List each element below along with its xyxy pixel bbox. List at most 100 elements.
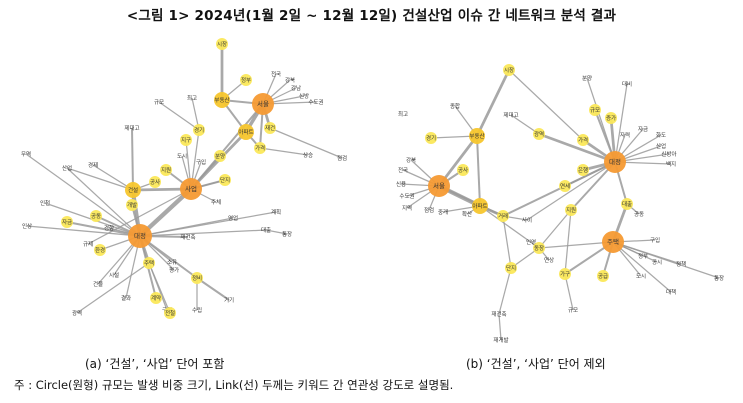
graph-a-node-circle [191, 272, 203, 284]
graph-a-node-label: 공동 [91, 213, 101, 220]
graph-a-node-sinbang: 신방 [299, 92, 309, 100]
graph-a-node-label: 공사 [150, 178, 160, 186]
graph-a-node-gagyeok: 가격 [254, 142, 266, 154]
caption-graph-b: (b) ‘건설’, ‘사업’ 단어 제외 [466, 357, 606, 371]
graph-b-node-label: 지원 [566, 206, 576, 214]
graph-b-node-label: 통장 [714, 275, 724, 282]
graph-b-node-tongjang: 통장 [714, 275, 724, 282]
graph-b-node-jeungga: 증가 [605, 112, 617, 124]
graph-a-node-label: 건물 [93, 281, 103, 288]
graph-a-node-label: 시설 [109, 271, 119, 279]
graph-a-node-label: 점검 [337, 155, 347, 162]
graph-b-node-sinyong: 신용 [396, 180, 406, 188]
graph-a-node-jedaego: 제대고 [124, 124, 139, 132]
graph-b-node-label: 경기 [426, 134, 436, 142]
graph-b-node-sanup: 산업 [656, 142, 666, 150]
graph-b-node-hwaksan: 확산 [462, 210, 472, 218]
graph-b-edge-18 [538, 132, 616, 164]
graph-b-node-jedaego: 제대고 [503, 111, 518, 119]
graph-a-node-byeonghwa: 상승 [303, 151, 313, 159]
figure-note: 주 : Circle(원형) 규모는 발생 비중 크기, Link(선) 두께는… [14, 378, 454, 392]
graph-b-node-label: 대출 [622, 200, 632, 208]
graph-b-edge-47 [538, 241, 614, 249]
graph-b-node-jeongbu: 정부 [638, 253, 648, 260]
graph-a-node-gubuk: 구입 [196, 158, 206, 166]
graph-a-node-jeomgeom: 점검 [337, 155, 347, 162]
graph-a-node-sudogwon: 수도권 [308, 98, 323, 106]
graph-b-node-jiwon: 지원 [565, 204, 577, 216]
graph-a-node-label: 자금 [62, 218, 72, 226]
graph-a-node-siseol: 시설 [109, 271, 119, 279]
graph-b-node-circle [589, 104, 601, 116]
graph-a-node-label: 계획 [271, 208, 281, 216]
graph-a-node-label: 지원 [161, 166, 171, 174]
graph-a-node-label: 분양 [215, 152, 225, 160]
graph-b-node-circle [597, 270, 609, 282]
graph-a-node-circle [125, 182, 141, 198]
graph-a-node-doshi: 도시 [177, 153, 187, 160]
graph-b-node-label: 증가 [606, 114, 616, 122]
graph-b-node-label: 백지 [666, 160, 676, 168]
graph-a-node-hwanyeong: 환경 [94, 244, 106, 256]
graph-a-edge-61 [158, 101, 200, 131]
graph-b-node-label: 신방아 [661, 150, 676, 158]
graph-b-edge-36 [526, 161, 616, 221]
graph-b-node-gwanguk: 광역 [533, 128, 545, 140]
graph-a-node-gyeongje: 경제 [88, 161, 98, 169]
graph-a-node-jeongbi: 정비 [191, 272, 203, 284]
graph-b-node-label: 최고 [398, 110, 408, 118]
figure-title: <그림 1> 2024년(1월 2일 ~ 12월 12일) 건설산업 이슈 간 … [126, 8, 617, 24]
graph-b-node-label: 공시 [652, 259, 662, 266]
caption-graph-a: (a) ‘건설’, ‘사업’ 단어 포함 [85, 357, 225, 371]
graph-b-node-gagyeok: 가격 [577, 134, 589, 146]
graph-b-node-junggae: 중개 [438, 208, 448, 216]
graph-b-node-jaegeonchuk: 재건축 [491, 310, 506, 318]
graph-a-node-label: 산업 [62, 164, 72, 172]
graph-a-node-tongjang: 통장 [282, 231, 292, 238]
graph-a-node-label: 사업 [185, 184, 197, 193]
graph-b-node-label: 연상 [544, 256, 554, 264]
graph-b-node-circle [497, 210, 509, 222]
graph-b-node-circle [577, 134, 589, 146]
graph-b-edge-59 [479, 205, 540, 249]
graph-b-node-circle [533, 242, 545, 254]
graph-b-node-jeomgeom: 점검 [424, 207, 434, 214]
graph-b-node-circle [457, 164, 469, 176]
graph-a-node-gyeolgwa: 결과 [121, 294, 131, 302]
graph-a-node-soyun: 소유 [167, 259, 177, 266]
graph-a-edge-53 [196, 277, 230, 301]
graph-a-node-label: 통장 [282, 231, 292, 238]
graph-a-node-circle [90, 210, 102, 222]
graph-a-edge-43 [66, 167, 141, 237]
graph-b-node-label: 제대고 [503, 111, 518, 119]
graph-b-node-label: 대정 [609, 157, 621, 166]
graph-a-node-label: 광역 [72, 309, 82, 317]
graph-b-node-choegoe: 최고 [398, 110, 408, 118]
graph-b-node-jeongchaek: 정책 [676, 260, 686, 268]
graph-b-node-seoul: 서울 [428, 175, 450, 197]
graph-a-node-gyeyak: 계약 [150, 292, 162, 304]
graph-a-node-label: 계약 [151, 294, 161, 302]
graph-a-node-label: 강남 [291, 84, 301, 92]
graph-a-node-label: 최고 [187, 94, 197, 102]
graph-a-node-label: 소유 [167, 259, 177, 266]
graph-b-node-bubyeon: 부동산 [469, 128, 485, 144]
graph-a-node-label: 아파트 [238, 128, 253, 136]
graph-a-edge-59 [265, 229, 288, 235]
graph-a-edge-47 [139, 211, 277, 237]
graph-a-node-gyehoek: 계획 [271, 208, 281, 216]
graph-b-node-label: 산업 [656, 142, 666, 150]
graph-a-node-circle [160, 164, 172, 176]
graph-a-edge-44 [26, 225, 141, 237]
graph-b-node-gyeonggi: 경기 [425, 132, 437, 144]
graph-b-node-daechaek: 대책 [666, 288, 676, 296]
graph-a-node-label: 건설 [128, 186, 138, 194]
graph-a-node-danji: 단지 [219, 174, 231, 186]
graph-a-node-circle [238, 124, 254, 140]
graph-b-node-sijang: 시장 [503, 64, 515, 76]
graph-b-edge-1 [508, 69, 584, 141]
graph-b-node-label: 종합 [450, 102, 460, 110]
graph-b-node-label: 서울 [433, 181, 445, 190]
graph-a-node-daejeong: 대정 [128, 224, 152, 248]
